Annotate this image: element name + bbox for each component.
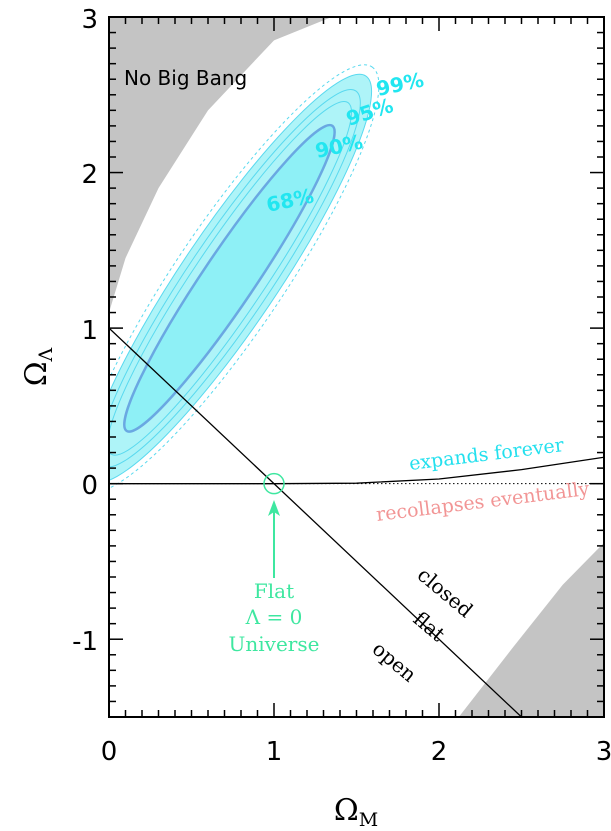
axis-ticks [108,16,605,718]
y-tick-label: 0 [81,471,98,501]
x-tick-label: 1 [266,737,283,767]
flat-universe-marker [263,472,285,495]
y-tick-label: -1 [72,627,98,657]
contour-99-outer [109,64,380,493]
lower-right-excluded-region [458,542,604,717]
plot-area [109,17,604,717]
x-axis-label: ΩM [334,793,378,831]
open-label: open [368,636,421,686]
recollapses-eventually-label: recollapses eventually [375,478,591,526]
flat-universe-arrow-head [268,500,280,516]
flat-universe-label-line1: Flat [254,579,294,603]
flat-universe-label-line3: Universe [229,632,320,656]
x-tick-label: 2 [431,737,448,767]
no-big-bang-label: No Big Bang [124,66,247,90]
y-axis-label: ΩΛ [19,347,57,386]
confidence-contours [109,64,380,493]
contour-label-99: 99% [374,67,426,100]
y-tick-label: 2 [81,160,98,190]
contour-68 [123,123,336,433]
no-big-bang-region [109,17,332,313]
expands-forever-label: expands forever [408,434,566,475]
flat-label: flat [409,606,450,646]
y-tick-label: 1 [81,316,98,346]
x-tick-label: 3 [596,737,611,767]
flat-universe-label-line2: Λ = 0 [245,605,303,629]
y-tick-label: 3 [81,5,98,35]
x-tick-label: 0 [101,737,118,767]
expansion-boundary-line [109,456,604,485]
flat-universe-line [109,327,522,717]
